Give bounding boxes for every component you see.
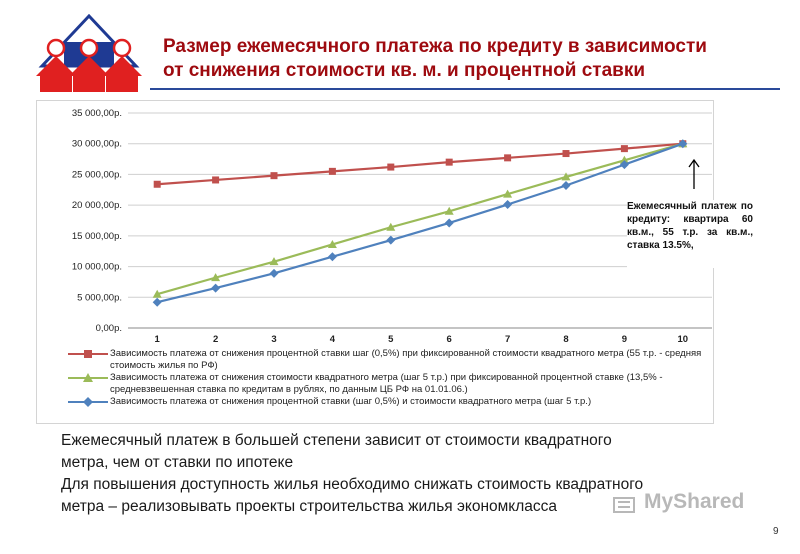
data-point xyxy=(561,180,571,190)
y-tick-label: 25 000,00р. xyxy=(72,169,122,180)
conclusion-line-3: Для повышения доступность жилья необходи… xyxy=(61,476,644,493)
data-point xyxy=(445,158,453,166)
data-point xyxy=(211,283,221,293)
y-tick-label: 5 000,00р. xyxy=(77,292,122,303)
data-point xyxy=(444,206,454,215)
series-line xyxy=(157,142,683,186)
title-line-2: от снижения стоимости кв. м. и процентно… xyxy=(163,60,646,81)
data-point xyxy=(619,155,629,164)
watermark-text: MyShared xyxy=(644,490,745,513)
x-tick-label: 10 xyxy=(678,334,689,345)
data-point xyxy=(269,257,279,266)
legend-label: Зависимость платежа от снижения процентн… xyxy=(110,348,702,371)
series-line xyxy=(156,142,684,304)
y-tick-label: 15 000,00р. xyxy=(72,231,122,242)
x-tick-label: 2 xyxy=(213,334,218,345)
conclusion-line-2: метра, чем от ставки по ипотеке xyxy=(61,454,294,471)
logo-houses-icon xyxy=(36,14,142,92)
chart-frame xyxy=(36,100,714,424)
data-point xyxy=(619,160,629,170)
data-point xyxy=(152,297,162,307)
data-point xyxy=(153,180,161,188)
y-tick-label: 30 000,00р. xyxy=(72,139,122,150)
chart-annotation: Ежемесячный платеж по кредиту: квартира … xyxy=(627,200,753,268)
data-point xyxy=(562,150,570,158)
data-point xyxy=(327,252,337,262)
x-tick-label: 4 xyxy=(330,334,336,345)
annotation-arrow-icon xyxy=(686,158,702,195)
y-tick-label: 35 000,00р. xyxy=(72,108,122,119)
x-tick-label: 1 xyxy=(155,334,161,345)
data-point xyxy=(503,189,513,198)
data-point xyxy=(561,172,571,181)
y-tick-label: 10 000,00р. xyxy=(72,262,122,273)
legend-item-series-3: Зависимость платежа от снижения процентн… xyxy=(68,396,728,408)
page-title: Размер ежемесячного платежа по кредиту в… xyxy=(163,35,773,83)
legend-swatch-diamond-icon xyxy=(68,397,108,407)
data-point xyxy=(328,167,336,175)
y-tick-label: 0,00р. xyxy=(96,323,122,334)
data-point xyxy=(270,172,278,180)
x-tick-label: 8 xyxy=(563,334,568,345)
title-line-1: Размер ежемесячного платежа по кредиту в… xyxy=(163,36,707,57)
conclusion-line-1: Ежемесячный платеж в большей степени зав… xyxy=(61,432,612,449)
legend-item-series-2: Зависимость платежа от снижения стоимост… xyxy=(68,372,728,396)
data-point xyxy=(387,163,395,171)
data-point xyxy=(211,273,221,282)
x-tick-label: 7 xyxy=(505,334,510,345)
legend-label: Зависимость платежа от снижения стоимост… xyxy=(110,372,663,395)
data-point xyxy=(444,218,454,228)
watermark: MyShared xyxy=(610,490,744,514)
conclusion-text: Ежемесячный платеж в большей степени зав… xyxy=(61,430,761,518)
x-tick-label: 6 xyxy=(447,334,452,345)
watermark-icon xyxy=(613,497,635,513)
data-point xyxy=(386,222,396,231)
data-point xyxy=(503,200,513,210)
page-number: 9 xyxy=(773,526,779,537)
legend-swatch-triangle-icon xyxy=(68,373,108,382)
x-tick-label: 9 xyxy=(622,334,627,345)
data-point xyxy=(327,239,337,248)
data-point xyxy=(212,176,220,184)
data-point xyxy=(386,235,396,245)
legend-label: Зависимость платежа от снижения процентн… xyxy=(110,396,592,407)
chart-legend: Зависимость платежа от снижения процентн… xyxy=(68,348,728,408)
x-tick-label: 5 xyxy=(388,334,394,345)
legend-item-series-1: Зависимость платежа от снижения процентн… xyxy=(68,348,728,372)
data-point xyxy=(504,154,512,162)
data-point xyxy=(152,289,162,298)
legend-swatch-square-icon xyxy=(68,350,108,358)
data-point xyxy=(678,139,688,149)
y-tick-label: 20 000,00р. xyxy=(72,200,122,211)
title-divider xyxy=(150,88,780,90)
series-line xyxy=(156,142,684,296)
conclusion-line-4: метра – реализовывать проекты строительс… xyxy=(61,498,558,515)
data-point xyxy=(269,268,279,278)
x-tick-label: 3 xyxy=(271,334,276,345)
data-point xyxy=(620,145,628,153)
